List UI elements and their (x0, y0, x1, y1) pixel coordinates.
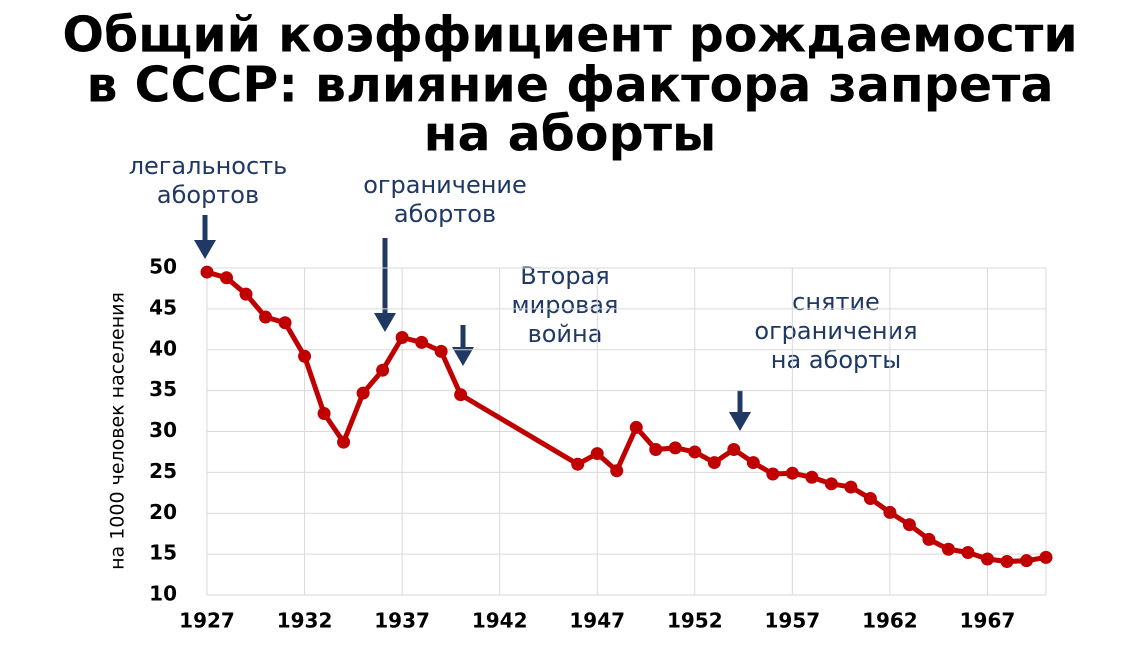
data-point (707, 456, 721, 470)
y-axis-label: на 1000 человек населения (107, 292, 129, 570)
grid (206, 267, 1047, 596)
data-point (668, 441, 682, 455)
data-line (206, 269, 1047, 564)
y-tick-label: 45 (149, 295, 177, 319)
x-tick-label: 1962 (862, 609, 918, 633)
data-point (278, 316, 292, 330)
x-tick-label: 1937 (374, 609, 430, 633)
chart-title: Общий коэффициент рождаемости (62, 7, 1077, 64)
y-tick-label: 25 (149, 459, 177, 483)
data-point (239, 287, 253, 301)
arrow-head (452, 347, 474, 366)
data-point (746, 456, 760, 470)
data-point (376, 363, 390, 377)
annotation: ограничение (363, 171, 527, 199)
annotation: легальность (129, 152, 288, 180)
data-point (1000, 554, 1014, 568)
data-point (727, 442, 741, 456)
data-point (863, 492, 877, 506)
y-tick-label: 50 (149, 255, 177, 279)
chart-title: на аборты (424, 106, 717, 163)
data-point (200, 265, 214, 279)
x-tick-label: 1927 (179, 609, 235, 633)
data-point (785, 466, 799, 480)
x-tick-label: 1952 (667, 609, 723, 633)
data-point (395, 330, 409, 344)
annotation: ограничения (754, 317, 917, 345)
data-point (902, 518, 916, 532)
data-point (1019, 554, 1033, 568)
data-point (434, 344, 448, 358)
data-point (844, 480, 858, 494)
x-tick-label: 1967 (960, 609, 1016, 633)
y-tick-label: 35 (149, 377, 177, 401)
arrow-head (194, 240, 216, 259)
x-tick-label: 1942 (472, 609, 528, 633)
data-point (883, 505, 897, 519)
data-point (688, 445, 702, 459)
data-point (610, 464, 624, 478)
annotation: Вторая (520, 262, 610, 290)
annotation: мировая (512, 291, 619, 319)
y-tick-label: 20 (149, 500, 177, 524)
y-tick-label: 40 (149, 336, 177, 360)
annotation: снятие (792, 288, 880, 316)
arrow-head (374, 313, 396, 332)
data-point (571, 457, 585, 471)
data-point (1039, 550, 1053, 564)
x-tick-label: 1957 (765, 609, 821, 633)
data-point (922, 532, 936, 546)
data-point (805, 470, 819, 484)
data-point (649, 442, 663, 456)
data-point (220, 271, 234, 285)
x-tick-label: 1932 (277, 609, 333, 633)
data-point (961, 545, 975, 559)
annotation: абортов (394, 200, 496, 228)
y-tick-label: 10 (149, 582, 177, 606)
data-point (766, 467, 780, 481)
annotation: война (528, 320, 603, 348)
data-point (454, 388, 468, 402)
data-point (415, 335, 429, 349)
data-point (317, 407, 331, 421)
data-point (590, 447, 604, 461)
data-point (337, 435, 351, 449)
data-point (298, 349, 312, 363)
x-tick-label: 1947 (569, 609, 625, 633)
data-point (824, 477, 838, 491)
annotation: абортов (157, 181, 259, 209)
data-point (941, 542, 955, 556)
y-tick-label: 15 (149, 541, 177, 565)
data-point (629, 420, 643, 434)
arrows (194, 215, 751, 431)
data-point (980, 552, 994, 566)
data-point (356, 386, 370, 400)
data-point (259, 310, 273, 324)
chart-title: в СССР: влияние фактора запрета (86, 57, 1053, 114)
arrow-head (729, 412, 751, 431)
y-tick-label: 30 (149, 418, 177, 442)
